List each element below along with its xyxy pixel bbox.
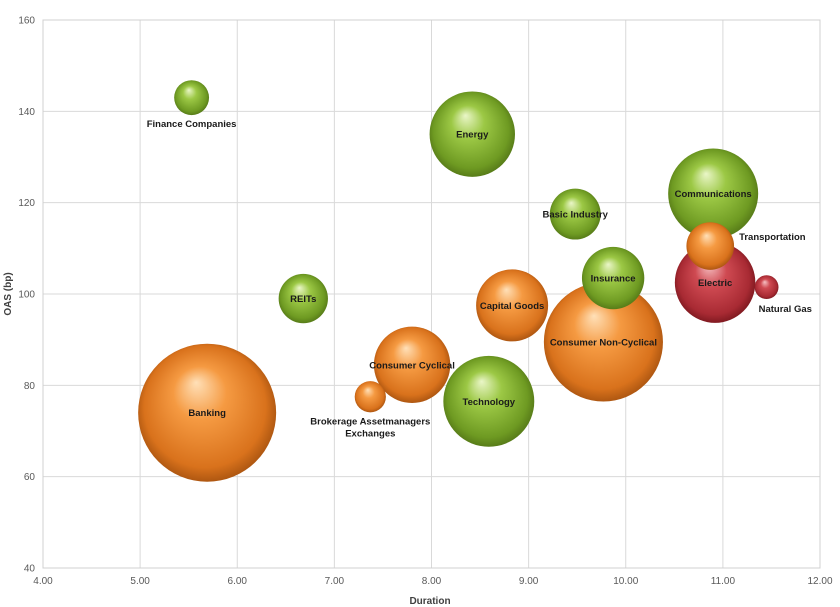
- y-tick-label: 160: [18, 16, 35, 27]
- bubbles: [138, 80, 779, 482]
- bubble-label-technology: Technology: [462, 397, 515, 408]
- y-tick-label: 80: [24, 381, 36, 392]
- bubble-basic-industry: [549, 188, 601, 240]
- x-axis-title: Duration: [409, 596, 450, 607]
- bubble-label-capital-goods: Capital Goods: [480, 301, 544, 312]
- bubble-capital-goods: [476, 269, 549, 342]
- bubble-label-energy: Energy: [456, 130, 489, 141]
- bubble-label-natural-gas: Natural Gas: [759, 304, 812, 315]
- x-tick-label: 11.00: [711, 576, 736, 587]
- y-tick-label: 60: [24, 472, 36, 483]
- x-tick-label: 8.00: [422, 576, 442, 587]
- bubble-label-insurance: Insurance: [591, 274, 636, 285]
- bubble-label-basic-industry: Basic Industry: [543, 210, 609, 221]
- bubble-label-consumer-non-cyclical: Consumer Non-Cyclical: [550, 337, 657, 348]
- bubble-label-transportation: Transportation: [739, 232, 806, 243]
- bubble-energy: [429, 91, 515, 177]
- x-tick-label: 4.00: [33, 576, 53, 587]
- y-tick-label: 100: [18, 290, 35, 301]
- bubble-label-communications: Communications: [675, 189, 752, 200]
- x-tick-label: 7.00: [325, 576, 345, 587]
- y-tick-label: 120: [18, 198, 35, 209]
- y-tick-label: 140: [18, 107, 35, 118]
- axes: 40 60 80 100 120 140 160 4.00 5.00 6.00 7.00 8.00 9.…: [18, 16, 833, 588]
- bubble-brokerage-assetmanagers-exchanges: [354, 381, 386, 413]
- y-tick-label: 40: [24, 564, 36, 575]
- bubble-consumer-cyclical: [373, 326, 451, 403]
- x-tick-label: 6.00: [228, 576, 248, 587]
- bubble-natural-gas: [754, 275, 779, 300]
- bubble-label-brokerage-assetmanagers-exchanges: Brokerage Assetmanagers Exchanges: [310, 416, 430, 439]
- plot-border: [42, 19, 821, 569]
- bubble-banking: [138, 343, 277, 482]
- bubble-technology: [443, 355, 535, 447]
- bubble-finance-companies: [174, 80, 210, 116]
- bubble-communications: [668, 148, 759, 239]
- bubble-label-consumer-cyclical: Consumer Cyclical: [369, 360, 455, 371]
- bubble-label-finance-companies: Finance Companies: [147, 119, 237, 130]
- bubble-label-reits: REITs: [290, 294, 316, 305]
- bubble-transportation: [686, 222, 735, 270]
- bubble-labels: Finance Companies Energy Basic Industry Com…: [147, 119, 812, 439]
- x-tick-label: 9.00: [519, 576, 539, 587]
- x-tick-label: 12.00: [807, 576, 832, 587]
- bubble-insurance: [581, 246, 645, 310]
- bubble-consumer-non-cyclical: [543, 282, 663, 402]
- bubble-label-electric: Electric: [698, 278, 732, 289]
- bubble-label-banking: Banking: [188, 408, 226, 419]
- x-tick-label: 5.00: [130, 576, 150, 587]
- y-axis-title: OAS (bp): [3, 272, 14, 315]
- bubble-reits: [278, 273, 328, 324]
- x-tick-label: 10.00: [613, 576, 638, 587]
